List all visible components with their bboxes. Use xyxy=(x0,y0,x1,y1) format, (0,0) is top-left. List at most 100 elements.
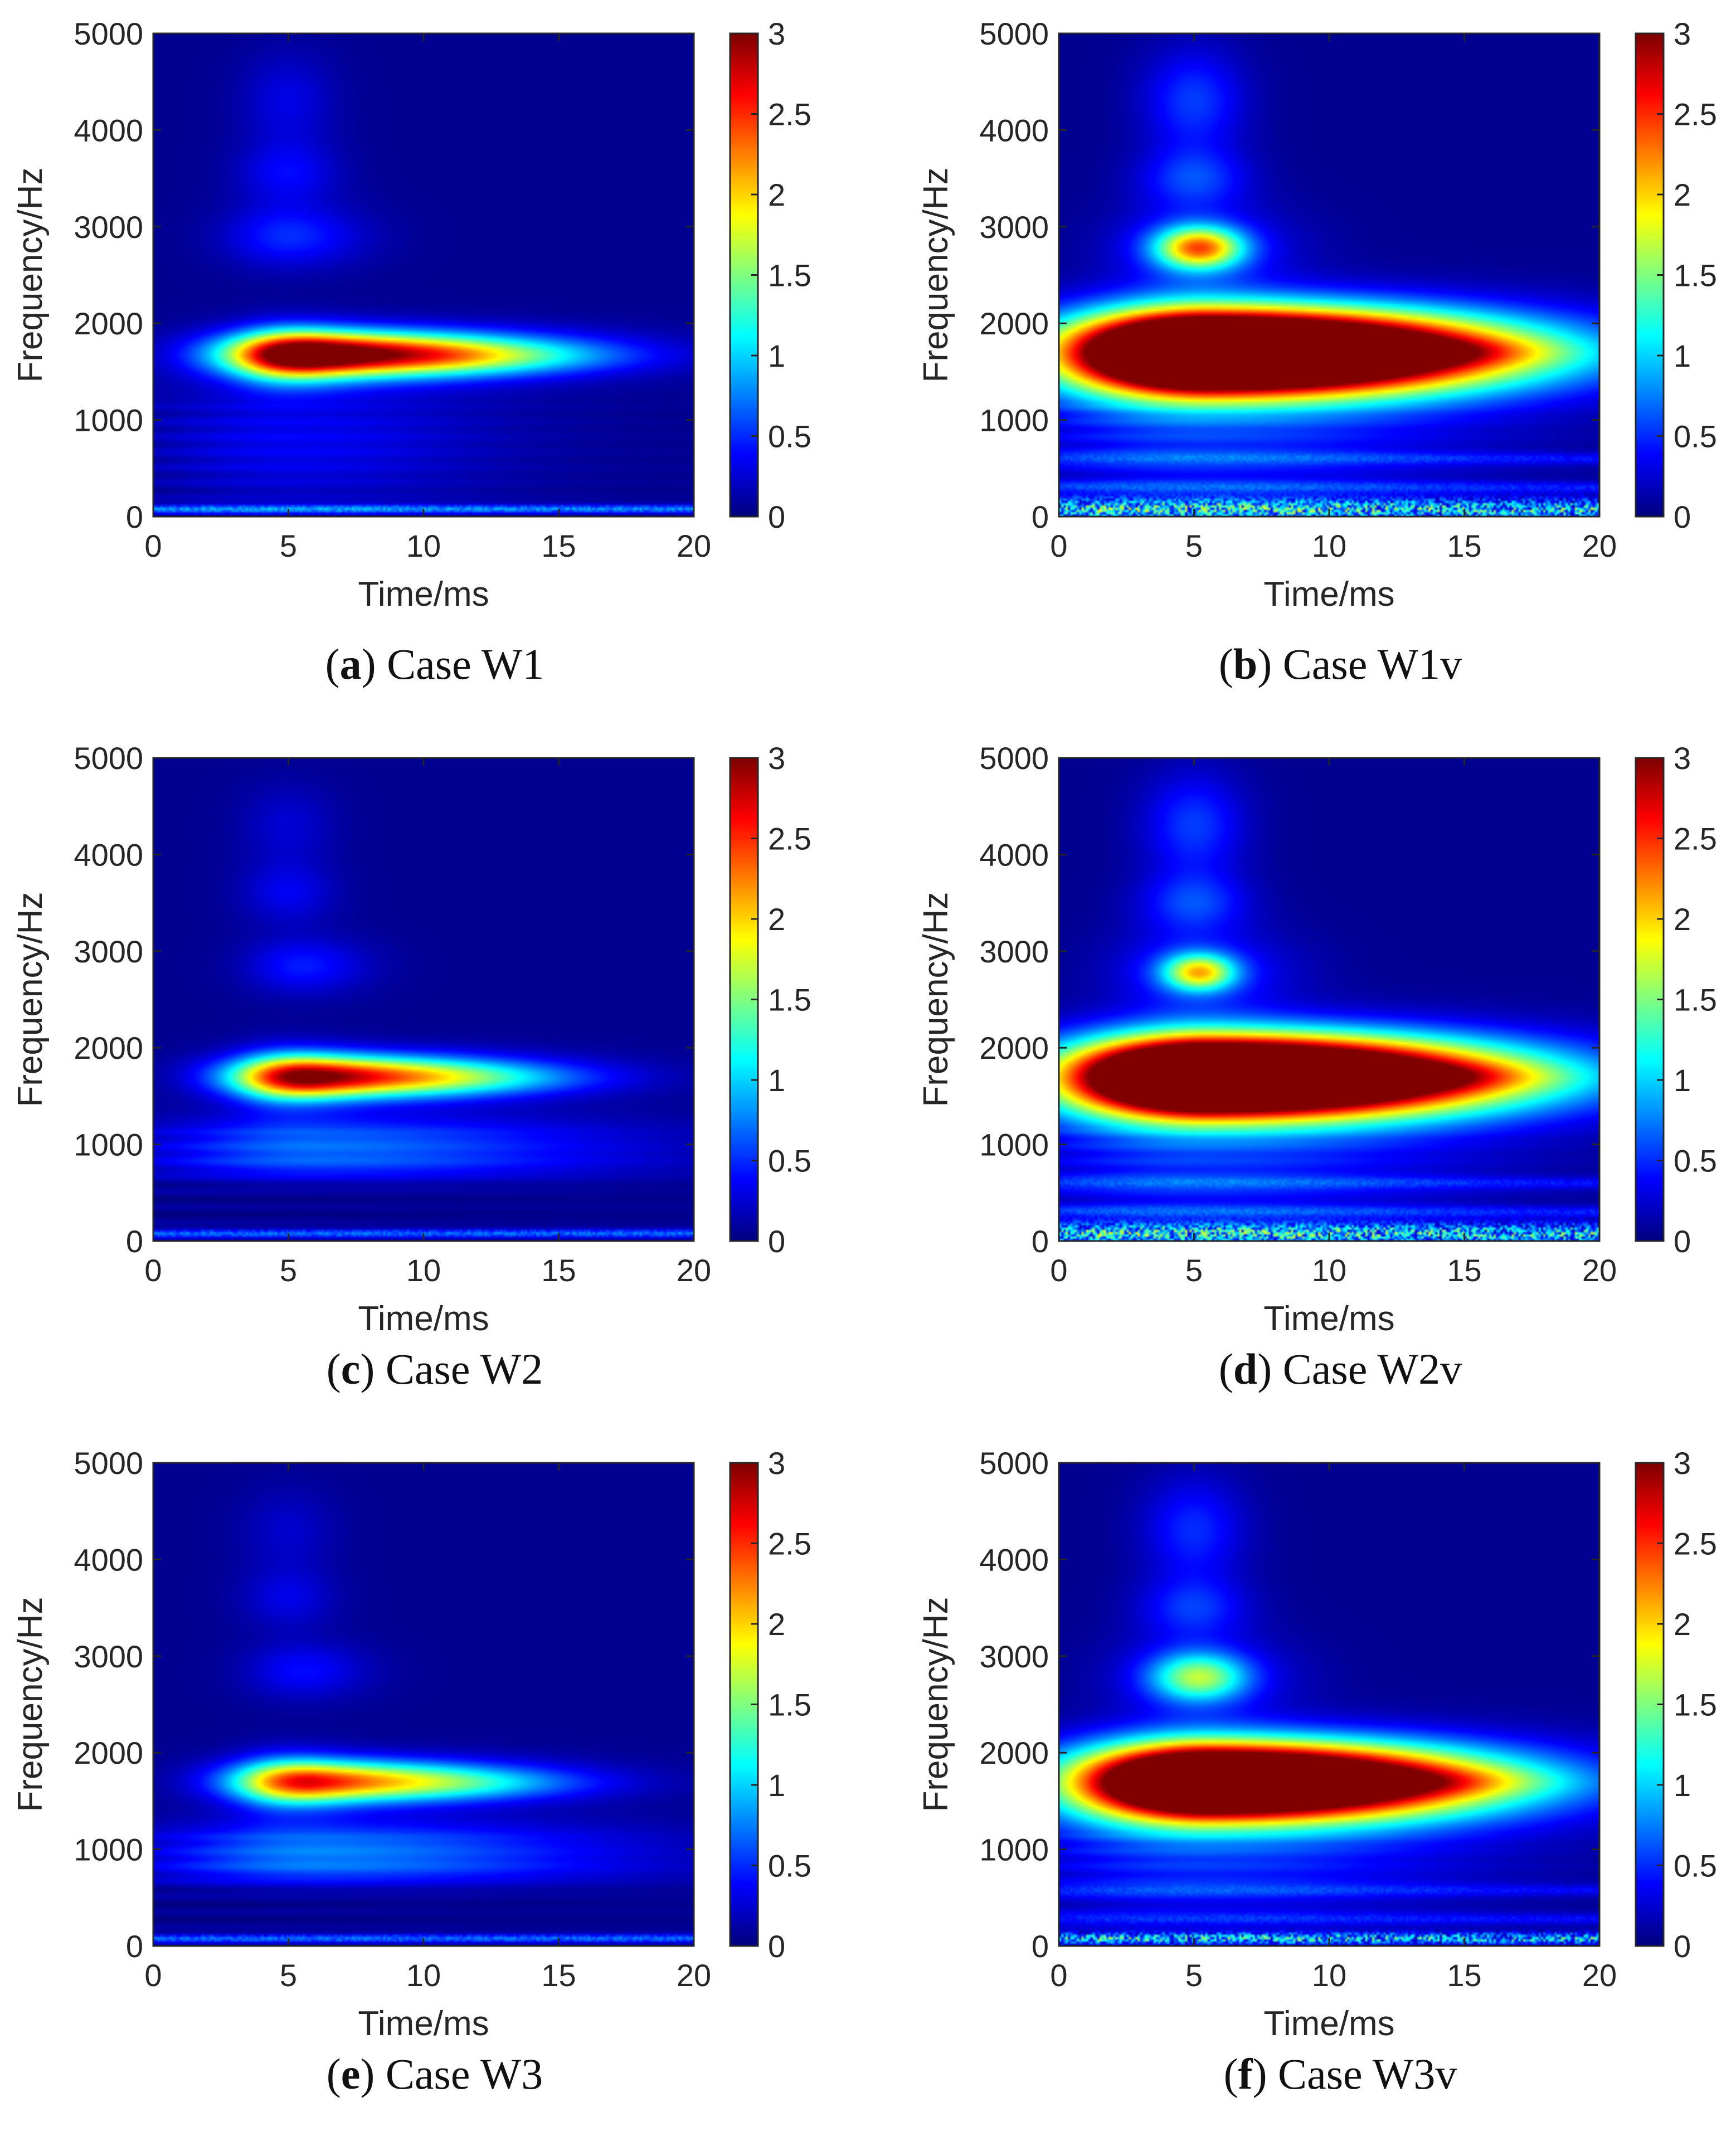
x-tick-label: 20 xyxy=(677,528,711,563)
panel-caption: (e) Case W3 xyxy=(327,2050,543,2098)
y-axis-label: Frequency/Hz xyxy=(917,168,955,383)
y-axis-label: Frequency/Hz xyxy=(917,1597,955,1812)
colorbar-tick-label: 2 xyxy=(768,1607,785,1642)
colorbar-tick-label: 1 xyxy=(768,1063,785,1098)
caption-case-label: Case W3 xyxy=(386,2050,543,2098)
colorbar-tick-label: 2.5 xyxy=(1674,97,1717,132)
y-tick-label: 2000 xyxy=(74,1030,143,1065)
colorbar-tick-label: 2.5 xyxy=(768,97,811,132)
y-tick-label: 4000 xyxy=(74,1542,143,1577)
y-tick-label: 3000 xyxy=(74,1639,143,1674)
caption-paren-close: ) xyxy=(1257,640,1282,688)
y-axis-label: Frequency/Hz xyxy=(917,892,955,1107)
colorbar-tick-label: 0.5 xyxy=(1674,1144,1717,1179)
caption-letter: b xyxy=(1233,640,1257,688)
x-tick-label: 20 xyxy=(1582,528,1617,563)
y-tick-label: 0 xyxy=(126,499,143,534)
colorbar-tick-label: 3 xyxy=(1674,1446,1691,1481)
y-tick-label: 2000 xyxy=(979,1735,1049,1770)
y-tick-label: 5000 xyxy=(74,16,143,51)
y-tick-label: 4000 xyxy=(74,113,143,148)
caption-paren-open: ( xyxy=(1224,2050,1238,2098)
y-tick-label: 4000 xyxy=(74,837,143,872)
x-tick-label: 20 xyxy=(677,1253,711,1288)
x-tick-label: 0 xyxy=(1050,1253,1067,1288)
x-tick-label: 20 xyxy=(677,1958,711,1993)
panel-f: 0 5 10 15 20010002000300040005000Time/msFreq… xyxy=(917,1446,1717,2098)
colorbar-tick-label: 1 xyxy=(768,1768,785,1803)
colorbar-tick-label: 2 xyxy=(1674,1607,1691,1642)
caption-case-label: Case W2 xyxy=(386,1345,543,1393)
x-tick-label: 0 xyxy=(144,1958,162,1993)
caption-paren-open: ( xyxy=(325,640,340,688)
panel-b: 0 5 10 15 20010002000300040005000Time/msFreq… xyxy=(917,16,1717,688)
x-axis-label: Time/ms xyxy=(1263,575,1394,614)
colorbar-tick-label: 1.5 xyxy=(1674,258,1717,293)
y-tick-label: 1000 xyxy=(979,1832,1049,1867)
caption-paren-open: ( xyxy=(327,2050,341,2098)
colorbar-tick-label: 2.5 xyxy=(768,1526,811,1561)
colorbar-tick-label: 1.5 xyxy=(1674,1687,1717,1723)
colorbar-tick-label: 0.5 xyxy=(1674,1848,1717,1884)
spectrogram-image xyxy=(153,1463,694,1946)
caption-paren-open: ( xyxy=(1219,1345,1233,1393)
y-tick-label: 5000 xyxy=(979,1446,1049,1481)
x-tick-label: 20 xyxy=(1582,1253,1617,1288)
y-tick-label: 5000 xyxy=(979,16,1049,51)
y-tick-label: 4000 xyxy=(979,837,1049,872)
colorbar-tick-label: 0 xyxy=(1674,499,1691,534)
x-tick-label: 5 xyxy=(280,1253,297,1288)
y-tick-label: 3000 xyxy=(74,934,143,969)
colorbar-tick-label: 1 xyxy=(1674,1768,1691,1803)
caption-paren-close: ) xyxy=(362,640,387,688)
x-tick-label: 15 xyxy=(541,1958,576,1993)
x-tick-label: 10 xyxy=(406,528,441,563)
x-tick-label: 15 xyxy=(541,528,576,563)
x-tick-label: 5 xyxy=(1185,1253,1203,1288)
panel-caption: (b) Case W1v xyxy=(1219,640,1462,688)
y-tick-label: 3000 xyxy=(74,210,143,245)
x-tick-label: 10 xyxy=(1312,1253,1346,1288)
y-tick-label: 2000 xyxy=(74,306,143,341)
caption-letter: a xyxy=(340,640,362,688)
y-tick-label: 2000 xyxy=(979,306,1049,341)
panel-caption: (f) Case W3v xyxy=(1224,2050,1457,2098)
x-axis-label: Time/ms xyxy=(358,1300,489,1338)
panel-c: 0 5 10 15 20010002000300040005000Time/msFreq… xyxy=(11,741,811,1393)
x-tick-label: 0 xyxy=(144,1253,162,1288)
colorbar-tick-label: 2 xyxy=(1674,177,1691,212)
y-tick-label: 0 xyxy=(126,1224,143,1259)
colorbar-tick-label: 0.5 xyxy=(1674,419,1717,454)
colorbar-tick-label: 3 xyxy=(1674,16,1691,51)
panel-d: 0 5 10 15 20010002000300040005000Time/msFreq… xyxy=(917,741,1717,1393)
caption-letter: d xyxy=(1233,1345,1257,1393)
panel-e: 0 5 10 15 20010002000300040005000Time/msFreq… xyxy=(11,1446,811,2098)
x-tick-label: 10 xyxy=(406,1958,441,1993)
caption-case-label: Case W3v xyxy=(1278,2050,1457,2098)
colorbar-tick-label: 2 xyxy=(768,902,785,937)
caption-paren-close: ) xyxy=(1257,1345,1282,1393)
colorbar-tick-label: 2.5 xyxy=(1674,821,1717,857)
caption-case-label: Case W2v xyxy=(1283,1345,1462,1393)
y-axis-label: Frequency/Hz xyxy=(11,1597,50,1812)
caption-letter: f xyxy=(1238,2050,1253,2098)
colorbar-tick-label: 2 xyxy=(768,177,785,212)
spectrogram-image xyxy=(153,33,694,517)
x-axis-label: Time/ms xyxy=(1263,2004,1394,2043)
colorbar-tick-label: 1.5 xyxy=(768,258,811,293)
x-axis-label: Time/ms xyxy=(358,2004,489,2043)
y-tick-label: 3000 xyxy=(979,934,1049,969)
spectrogram-image xyxy=(1059,1463,1599,1946)
x-tick-label: 10 xyxy=(406,1253,441,1288)
colorbar-tick-label: 1.5 xyxy=(1674,982,1717,1018)
x-axis-label: Time/ms xyxy=(358,575,489,614)
x-tick-label: 10 xyxy=(1312,528,1346,563)
caption-paren-close: ) xyxy=(360,1345,385,1393)
x-axis-label: Time/ms xyxy=(1263,1300,1394,1338)
colorbar-tick-label: 3 xyxy=(768,16,785,51)
panel-caption: (c) Case W2 xyxy=(327,1345,543,1393)
x-tick-label: 5 xyxy=(1185,528,1203,563)
y-tick-label: 5000 xyxy=(979,741,1049,776)
colorbar-tick-label: 3 xyxy=(768,741,785,776)
